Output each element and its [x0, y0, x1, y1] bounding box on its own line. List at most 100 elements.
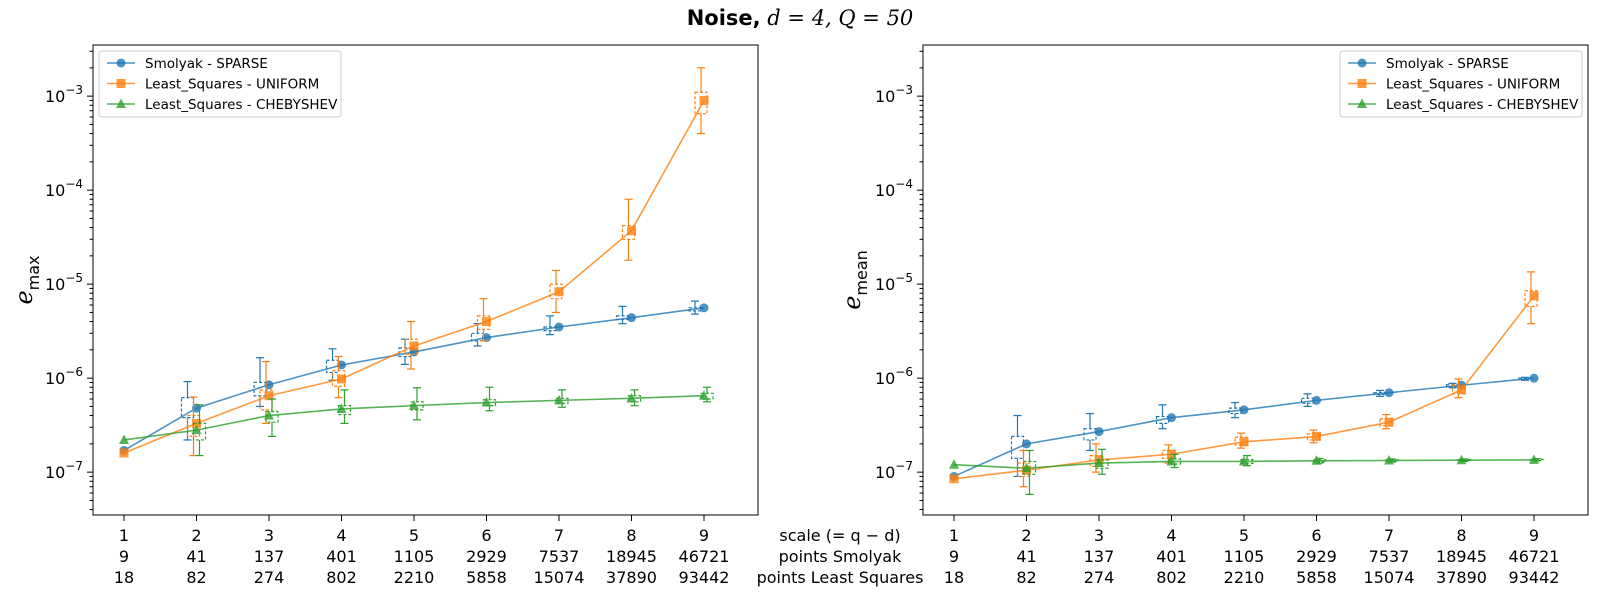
legend-label: Smolyak - SPARSE: [145, 56, 268, 72]
data-point: [482, 333, 491, 343]
plot-area-left: [119, 67, 714, 458]
x-tick-label: 15074: [534, 568, 585, 587]
x-tick-label: 46721: [1509, 547, 1560, 566]
data-point: [192, 403, 201, 413]
data-point: [626, 392, 637, 403]
x-ticks-right: 1 9 18 2 41 82 3 137 274 4 401 802 5 1105 2210 6 2929 585…: [944, 515, 1560, 587]
data-point: [1529, 291, 1539, 301]
series-smolyak-sparse: [949, 373, 1539, 481]
x-tick-label: 274: [254, 568, 285, 587]
data-point: [1094, 457, 1104, 468]
x-tick-label: 82: [186, 568, 206, 587]
box-plot: [470, 323, 485, 347]
x-tick-label: 5858: [1296, 568, 1337, 587]
y-tick-label: 10−4: [875, 177, 913, 200]
series-smolyak-sparse: [119, 300, 709, 455]
legend-label: Least_Squares - UNIFORM: [145, 77, 319, 93]
legend-box: [1339, 50, 1583, 118]
data-point: [1022, 439, 1031, 449]
legend-entry: Least_Squares - CHEBYSHEV: [107, 97, 338, 113]
data-point: [949, 474, 959, 484]
box-plot: [404, 320, 418, 370]
x-tick-label: 93442: [1509, 568, 1560, 587]
data-point: [554, 322, 564, 332]
legend-entry: Least_Squares - UNIFORM: [107, 77, 319, 93]
data-point: [1529, 373, 1539, 383]
ylabel-right: emean: [838, 250, 871, 310]
box-plot: [482, 386, 497, 412]
data-point: [1167, 413, 1176, 423]
data-point: [264, 410, 274, 420]
data-point: [409, 400, 419, 410]
x-tick-label: 6: [1311, 526, 1321, 545]
x-tick-label: 274: [1084, 568, 1115, 587]
data-point: [1166, 455, 1177, 466]
x-tick-label: 7537: [1369, 547, 1410, 566]
x-ticks-left: 1 9 18 2 41 82 3 137 274 4 401 802 5 1105 2210 6 2929 585…: [114, 515, 730, 587]
y-tick-label: 10−3: [45, 83, 83, 106]
x-tick-label: 3: [264, 526, 274, 545]
box-plot: [549, 269, 563, 314]
data-point: [481, 397, 492, 407]
data-point: [699, 95, 709, 105]
plot-area-right: [949, 271, 1544, 495]
legend-entry: Smolyak - SPARSE: [107, 56, 268, 72]
x-tick-label: 5: [1239, 526, 1249, 545]
data-point: [554, 287, 564, 297]
data-point: [1239, 437, 1249, 447]
x-tick-label: 2: [191, 526, 201, 545]
x-tick-label: 1105: [394, 547, 435, 566]
box-plot: [615, 305, 630, 325]
x-tick-label: 3: [1094, 526, 1104, 545]
row-label-scale: scale (= q − d): [779, 526, 900, 545]
box-plot: [192, 404, 207, 457]
legend-left: Smolyak - SPARSE Least_Squares - UNIFORM L…: [98, 50, 342, 118]
x-tick-label: 37890: [606, 568, 657, 587]
panel-right: 10−7 10−6 10−5 10−4 10−3 emean 1 9 18 2 41 82 3 137…: [838, 44, 1589, 587]
series-least-squares-chebyshev: [119, 386, 714, 457]
x-tick-label: 4: [336, 526, 346, 545]
series-line: [123, 307, 705, 452]
data-point: [699, 390, 709, 400]
data-point: [627, 313, 636, 323]
box-plot: [1524, 271, 1538, 325]
data-point: [1384, 455, 1394, 465]
axes-frame-right: [922, 44, 1589, 516]
x-tick-label: 1: [119, 526, 129, 545]
series-least-squares-chebyshev: [949, 448, 1544, 495]
box-plot: [1022, 449, 1037, 495]
series-line: [123, 100, 705, 454]
data-point: [337, 374, 346, 384]
x-tick-label: 7: [554, 526, 564, 545]
x-tick-label: 93442: [679, 568, 730, 587]
y-tick-label: 10−5: [875, 271, 913, 294]
data-point: [554, 394, 564, 405]
legend-entry: Smolyak - SPARSE: [1348, 56, 1509, 72]
data-point: [119, 434, 129, 444]
y-tick-label: 10−7: [875, 459, 913, 482]
data-point: [1239, 455, 1249, 466]
x-tick-label: 7537: [539, 547, 580, 566]
x-tick-label: 18945: [606, 547, 657, 566]
x-tick-label: 18: [114, 568, 134, 587]
legend-entry: Least_Squares - CHEBYSHEV: [1348, 97, 1579, 113]
y-ticks-left: 10−7 10−6 10−5 10−4 10−3: [45, 50, 93, 511]
box-plot: [543, 315, 557, 336]
data-point: [409, 341, 419, 351]
figure-title: Noise, d = 4, Q = 50: [0, 6, 1600, 30]
box-plot: [621, 198, 636, 261]
x-tick-label: 5: [409, 526, 419, 545]
row-label-points-smolyak: points Smolyak: [779, 547, 902, 566]
data-point: [119, 448, 129, 458]
x-tick-label: 802: [326, 568, 357, 587]
data-point: [1312, 431, 1321, 441]
x-tick-label: 41: [1016, 547, 1036, 566]
x-tick-label: 9: [949, 547, 959, 566]
data-point: [1239, 405, 1249, 415]
x-tick-label: 2210: [394, 568, 435, 587]
data-point: [699, 303, 709, 313]
data-point: [1456, 454, 1467, 465]
legend-label: Least_Squares - UNIFORM: [1386, 77, 1560, 93]
data-point: [1457, 385, 1466, 395]
